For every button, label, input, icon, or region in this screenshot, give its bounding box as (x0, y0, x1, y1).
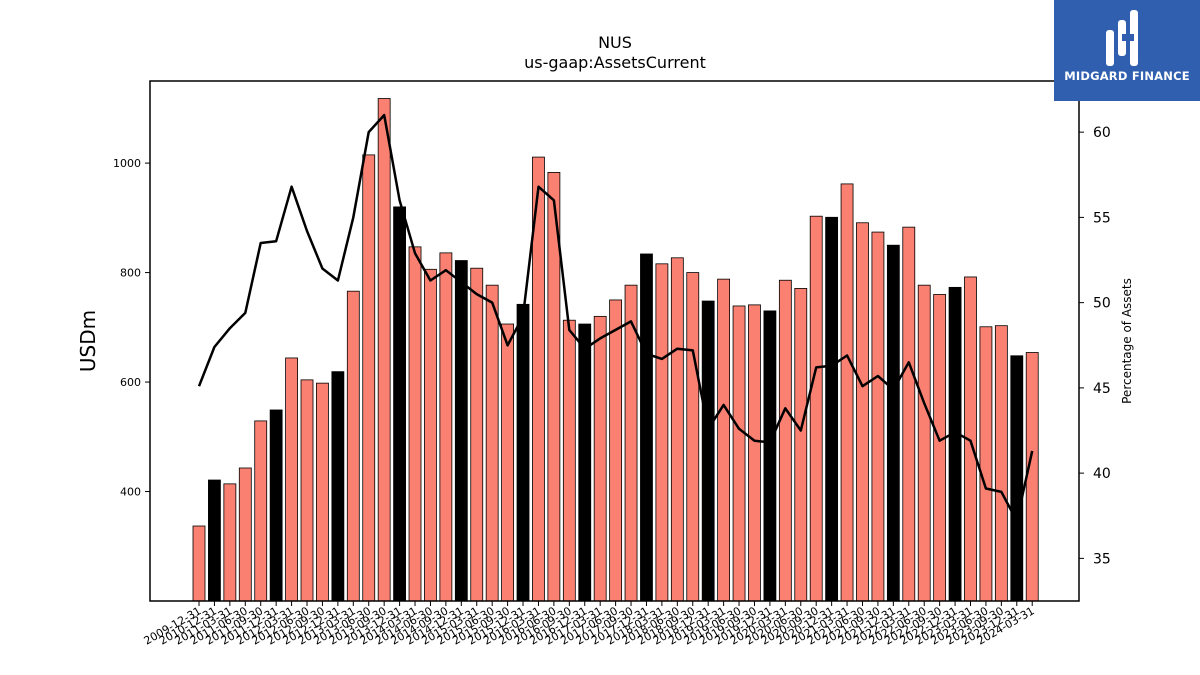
bar-2017-03-31 (640, 253, 653, 602)
y2-tick-label: 60 (1093, 125, 1111, 141)
bar-2021-12-31 (933, 294, 947, 602)
bar-2012-12-31 (377, 98, 391, 602)
percentage-line (197, 113, 1034, 523)
bar-2014-03-31 (454, 260, 468, 602)
bar-2015-03-31 (516, 303, 530, 602)
bar-2010-12-31 (254, 420, 268, 602)
bars-layer (192, 98, 1039, 602)
bar-2010-06-30 (223, 483, 237, 602)
bar-2010-03-31 (208, 479, 221, 602)
y-axis-label: USDm (76, 310, 100, 372)
bar-2017-06-30 (655, 263, 669, 602)
y-tick-label: 600 (120, 376, 141, 389)
bar-2012-06-30 (346, 290, 360, 602)
bar-2013-09-30 (424, 268, 437, 602)
bar-2011-03-31 (269, 409, 283, 602)
bar-2012-09-30 (362, 154, 376, 602)
midgard-finance-logo: MIDGARD FINANCE (1054, 0, 1200, 101)
bar-2018-12-31 (748, 304, 761, 602)
bar-2013-06-30 (408, 246, 422, 602)
bar-2013-03-31 (393, 206, 406, 602)
bar-2023-03-31 (1010, 355, 1024, 602)
y2-tick-label: 50 (1093, 296, 1111, 312)
bar-2020-12-31 (871, 231, 885, 602)
bar-2020-03-31 (825, 216, 839, 602)
bar-2020-06-30 (840, 183, 854, 602)
bar-2018-09-30 (732, 305, 746, 602)
bar-2011-09-30 (300, 379, 314, 602)
bar-2022-12-31 (994, 325, 1008, 602)
y-tick-label: 800 (120, 267, 141, 280)
y2-tick-label: 55 (1093, 210, 1111, 226)
y2-tick-label: 40 (1093, 466, 1111, 482)
bar-2015-12-31 (562, 319, 576, 602)
y-axis: 400 600 800 1000 (113, 157, 150, 499)
bar-2016-06-30 (593, 315, 607, 602)
y2-axis: 35 40 45 50 55 60 (1079, 125, 1111, 567)
y-tick-label: 1000 (113, 157, 141, 170)
bar-2021-09-30 (917, 284, 931, 602)
bar-2018-06-30 (717, 278, 731, 602)
bar-2013-12-31 (439, 252, 453, 602)
logo-mark-icon (1106, 10, 1138, 66)
bar-2009-12-31 (192, 525, 206, 602)
bar-2016-09-30 (609, 299, 623, 602)
logo-text: MIDGARD FINANCE (1064, 69, 1190, 83)
y2-axis-label: Percentage of Assets (1120, 278, 1134, 404)
bar-2014-06-30 (470, 267, 484, 602)
bar-2010-09-30 (238, 467, 252, 602)
bar-2014-12-31 (501, 323, 515, 602)
bar-2012-03-31 (331, 371, 345, 602)
bar-2011-06-30 (285, 357, 298, 602)
bar-2017-12-31 (686, 272, 700, 602)
bar-2022-09-30 (979, 326, 993, 602)
chart-subtitle: us-gaap:AssetsCurrent (524, 53, 706, 72)
bar-2014-09-30 (485, 284, 499, 602)
bar-2019-06-30 (778, 279, 792, 602)
x-axis: 2009-12-312010-12-312011-03-312011-06-30… (142, 601, 1037, 648)
y-tick-label: 400 (120, 486, 141, 499)
bar-2019-09-30 (794, 288, 808, 602)
bar-2011-12-31 (316, 382, 329, 602)
bar-2023-06-30 (1025, 352, 1039, 602)
bar-2019-03-31 (763, 310, 777, 602)
y2-tick-label: 45 (1093, 381, 1111, 397)
bar-2019-12-31 (809, 215, 823, 602)
bar-2022-03-31 (948, 286, 962, 602)
bar-2021-06-30 (902, 226, 916, 602)
bar-2021-03-31 (886, 244, 900, 602)
bar-2018-03-31 (701, 300, 715, 602)
plot-frame (149, 80, 1080, 602)
bar-2020-09-30 (856, 222, 869, 602)
y2-tick-label: 35 (1093, 551, 1111, 567)
bar-2016-03-31 (578, 323, 592, 602)
bar-2017-09-30 (670, 257, 684, 602)
line-layer (197, 113, 1034, 523)
chart-title: NUS (598, 33, 632, 52)
